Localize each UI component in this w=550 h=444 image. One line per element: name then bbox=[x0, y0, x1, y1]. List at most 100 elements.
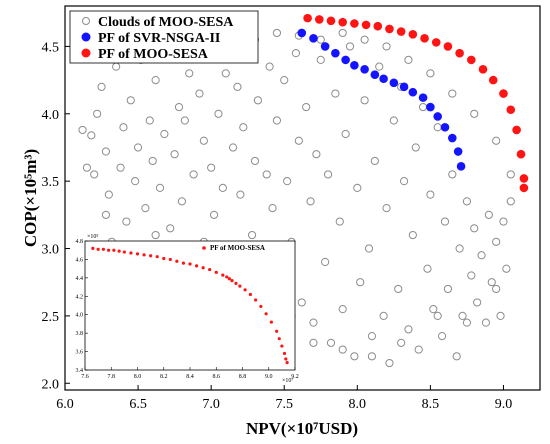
main-plot-frame bbox=[64, 5, 541, 391]
series-0-point bbox=[239, 123, 248, 132]
series-0-point bbox=[90, 170, 99, 179]
series-0-point bbox=[473, 298, 482, 307]
series-0-point bbox=[131, 177, 140, 186]
inset-x-tick-label: 8.2 bbox=[160, 374, 168, 380]
series-0-point bbox=[379, 311, 388, 320]
series-0-point bbox=[502, 264, 511, 273]
series-0-point bbox=[492, 136, 501, 145]
main-legend: Clouds of MOO-SESA PF of SVR-NSGA-II PF … bbox=[69, 10, 259, 64]
series-2-point bbox=[519, 183, 529, 193]
series-0-point bbox=[462, 197, 472, 206]
inset-y-exponent: ×10⁵ bbox=[87, 234, 98, 240]
series-1-point bbox=[399, 82, 409, 92]
series-2-point bbox=[443, 42, 453, 51]
inset-series-0-point bbox=[194, 264, 199, 268]
series-0-point bbox=[189, 170, 198, 179]
series-2-point bbox=[516, 149, 526, 159]
series-0-point bbox=[353, 183, 362, 192]
legend-marker-clouds bbox=[82, 17, 90, 25]
inset-series-0-point bbox=[142, 253, 146, 257]
series-0-point bbox=[375, 62, 384, 71]
inset-series-0-point bbox=[107, 248, 111, 252]
inset-frame bbox=[84, 240, 296, 371]
series-1-point bbox=[370, 70, 380, 80]
series-2-point bbox=[519, 174, 529, 183]
inset-series-0-point bbox=[162, 256, 166, 261]
inset-series-0-point bbox=[248, 292, 252, 297]
series-1-point bbox=[408, 87, 418, 97]
series-0-point bbox=[423, 264, 432, 273]
series-0-point bbox=[470, 224, 479, 233]
series-0-point bbox=[101, 147, 111, 156]
series-0-point bbox=[155, 183, 165, 192]
x-tick-label: 7.5 bbox=[275, 397, 293, 412]
series-0-point bbox=[174, 102, 184, 112]
inset-series-0-point bbox=[259, 304, 263, 309]
series-0-point bbox=[82, 163, 92, 172]
series-0-point bbox=[283, 177, 292, 186]
legend-label-svr: PF of SVR-NSGA-II bbox=[98, 31, 220, 46]
series-0-point bbox=[506, 170, 515, 179]
series-2-point bbox=[338, 17, 347, 27]
inset-series-0-point bbox=[112, 248, 116, 252]
series-0-point bbox=[443, 284, 453, 294]
series-1-point bbox=[331, 48, 340, 58]
series-0-point bbox=[426, 69, 435, 78]
inset-x-exponent: ×10⁷ bbox=[282, 378, 293, 384]
series-0-point bbox=[177, 197, 187, 206]
inset-series-0-point bbox=[269, 320, 273, 324]
inset-x-tick-label: 8.8 bbox=[239, 374, 247, 380]
series-0-point bbox=[394, 284, 403, 294]
series-0-point bbox=[133, 143, 143, 152]
inset-x-tick-label: 7.6 bbox=[81, 374, 89, 380]
series-0-point bbox=[199, 136, 208, 145]
series-0-point bbox=[151, 230, 160, 240]
inset-series-0-point bbox=[135, 252, 140, 256]
series-0-point bbox=[170, 150, 179, 159]
series-0-point bbox=[414, 345, 423, 354]
inset-series-0-point bbox=[275, 329, 279, 333]
y-tick-label: 3.5 bbox=[42, 175, 60, 190]
series-0-point bbox=[338, 305, 347, 314]
series-0-point bbox=[97, 82, 106, 91]
inset-series-0-point bbox=[122, 250, 126, 254]
series-0-point bbox=[484, 210, 493, 219]
series-2-point bbox=[512, 125, 521, 135]
series-0-point bbox=[433, 311, 442, 320]
inset-y-tick-label: 4.8 bbox=[76, 239, 84, 245]
y-tick-label: 2.0 bbox=[42, 377, 60, 392]
series-0-point bbox=[506, 197, 515, 206]
series-0-point bbox=[233, 82, 242, 91]
inset-y-tick-label: 4.2 bbox=[76, 294, 84, 300]
x-axis-title-text: NPV(×10⁷USD) bbox=[246, 419, 358, 438]
inset-y-tick-label: 3.6 bbox=[76, 350, 84, 356]
inset-series-0-point bbox=[243, 288, 247, 292]
series-0-point bbox=[389, 116, 398, 125]
inset-series-0-point bbox=[277, 337, 281, 341]
series-0-point bbox=[312, 150, 321, 159]
series-0-point bbox=[437, 332, 447, 341]
y-axis-title: COP(×10⁵m³) bbox=[21, 149, 40, 247]
series-1-point bbox=[433, 112, 442, 121]
series-0-point bbox=[467, 271, 476, 280]
inset-series-0-point bbox=[214, 270, 218, 274]
series-2-point bbox=[506, 105, 516, 115]
series-1-point bbox=[360, 65, 369, 74]
legend-marker-moo bbox=[81, 48, 91, 58]
series-0-point bbox=[209, 210, 219, 219]
series-1-point bbox=[350, 60, 359, 70]
series-0-point bbox=[326, 338, 336, 347]
y-tick-label: 3.0 bbox=[42, 243, 60, 258]
series-0-point bbox=[481, 318, 491, 327]
inset-series-0-point bbox=[117, 249, 121, 253]
series-1-point bbox=[379, 74, 388, 84]
series-0-point bbox=[448, 89, 457, 98]
series-0-point bbox=[404, 325, 413, 334]
series-0-point bbox=[335, 217, 344, 226]
series-0-point bbox=[492, 284, 501, 294]
series-0-point bbox=[272, 28, 282, 38]
x-tick-label: 8.0 bbox=[349, 397, 367, 412]
series-0-point bbox=[455, 244, 464, 253]
series-2-point bbox=[396, 27, 406, 36]
